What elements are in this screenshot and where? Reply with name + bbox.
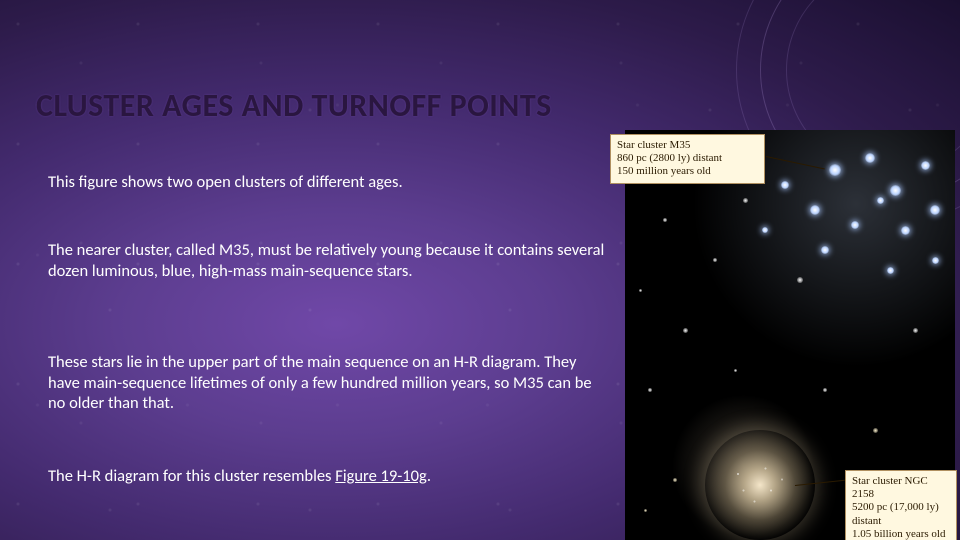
star	[873, 428, 878, 433]
callout-ngc2158-line3: 1.05 billion years old	[852, 528, 950, 540]
star	[821, 246, 829, 254]
star	[829, 164, 841, 176]
callout-m35: Star cluster M35 860 pc (2800 ly) distan…	[610, 134, 765, 184]
paragraph-3: These stars lie in the upper part of the…	[48, 352, 608, 414]
star	[663, 218, 667, 222]
figure-reference-link[interactable]: Figure 19-10g	[335, 466, 427, 486]
star	[851, 221, 859, 229]
star	[865, 153, 875, 163]
star	[673, 478, 677, 482]
star	[781, 181, 789, 189]
star	[877, 197, 884, 204]
callout-m35-line3: 150 million years old	[617, 165, 758, 178]
star	[901, 226, 910, 235]
star	[823, 388, 827, 392]
star	[930, 205, 940, 215]
slide: CLUSTER AGES AND TURNOFF POINTS This fig…	[0, 0, 960, 540]
paragraph-2: The nearer cluster, called M35, must be …	[48, 240, 608, 281]
callout-m35-line1: Star cluster M35	[617, 139, 758, 152]
star	[683, 328, 688, 333]
star	[743, 198, 748, 203]
star	[734, 369, 737, 372]
star	[713, 258, 717, 262]
paragraph-4-prefix: The H-R diagram for this cluster resembl…	[48, 466, 335, 486]
star	[810, 205, 820, 215]
star	[648, 388, 652, 392]
paragraph-4: The H-R diagram for this cluster resembl…	[48, 466, 608, 487]
star	[921, 161, 930, 170]
star	[762, 227, 768, 233]
star	[797, 277, 803, 283]
slide-title: CLUSTER AGES AND TURNOFF POINTS	[36, 86, 552, 125]
callout-ngc2158-line2: 5200 pc (17,000 ly) distant	[852, 501, 950, 527]
star	[913, 328, 918, 333]
star	[639, 289, 642, 292]
paragraph-1: This figure shows two open clusters of d…	[48, 172, 608, 193]
paragraph-4-suffix: .	[427, 466, 431, 486]
star	[887, 267, 894, 274]
star	[644, 509, 647, 512]
callout-m35-line2: 860 pc (2800 ly) distant	[617, 152, 758, 165]
callout-ngc2158-line1: Star cluster NGC 2158	[852, 475, 950, 501]
star	[932, 257, 939, 264]
star	[890, 185, 901, 196]
callout-ngc2158: Star cluster NGC 2158 5200 pc (17,000 ly…	[845, 470, 957, 540]
